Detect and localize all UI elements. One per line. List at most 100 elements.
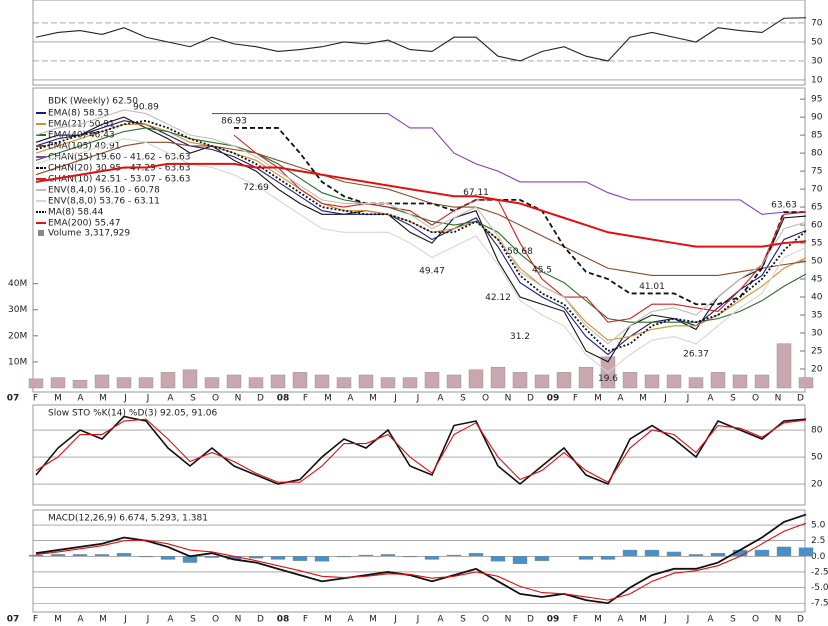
y-tick-label: 50 [811,257,823,267]
x-tick-label: S [730,615,736,625]
bar [512,372,528,389]
bar [28,554,44,557]
x-tick-label: S [730,394,736,404]
y-tick-label: 30M [8,305,27,315]
bar [248,556,264,559]
x-tick-label: A [617,394,624,404]
x-tick-label: J [146,615,150,625]
x-tick-label: A [167,615,174,625]
price-annotation: 41.01 [639,282,665,292]
price-annotation: 86.93 [221,117,247,127]
x-tick-label: 09 [547,394,560,404]
panel-title: MACD(12,26,9) 6.674, 5.293, 1.381 [48,514,208,524]
bar [28,378,44,389]
y-tick-label: 65 [811,203,822,213]
bar [732,374,748,389]
x-tick-label: M [54,394,62,404]
bar [182,369,198,389]
bar [402,556,418,558]
bar [468,369,484,389]
bar [556,372,572,389]
x-tick-label: S [190,394,196,404]
bar [336,377,352,389]
price-annotation: 49.47 [419,266,445,276]
bar [534,374,550,389]
bar [688,377,704,389]
bar [358,374,374,389]
bar [578,556,594,560]
x-tick-label: M [639,394,647,404]
bar [226,374,242,389]
panel-title: BDK (Weekly) 62.50 [48,97,138,107]
y-tick-label: 20 [811,480,823,490]
bar [270,374,286,389]
price-annotation: 90.89 [133,102,159,112]
series-line [35,522,807,601]
x-tick-label: D [797,394,804,404]
x-tick-label: N [775,615,782,625]
x-tick-label: O [212,615,219,625]
bar [380,377,396,389]
price-annotation: 45.5 [532,266,552,276]
x-tick-label: F [303,615,308,625]
y-tick-label: -2.5 [811,567,828,577]
bar [798,547,814,557]
bar [446,374,462,389]
y-tick-label: -7.5 [811,599,828,609]
x-tick-label: A [437,394,444,404]
legend-entry: ENV(8,4,0) 56.10 - 60.78 [48,186,160,196]
x-tick-label: J [686,615,690,625]
series-line [35,116,807,363]
bar [710,552,726,557]
y-tick-label: 45 [811,275,822,285]
y-tick-label: 50 [811,453,823,463]
bar [94,374,110,389]
x-tick-label: J [393,615,397,625]
macd-panel [32,509,806,613]
bar [512,556,528,565]
x-tick-label: N [505,615,512,625]
series-line [35,513,807,605]
bar [204,556,220,558]
series-line [212,112,806,215]
bar [314,556,330,562]
x-tick-label: M [54,615,62,625]
bar [622,549,638,557]
x-tick-label: A [617,615,624,625]
bar [622,372,638,389]
x-tick-label: M [594,394,602,404]
y-tick-label: 80 [811,426,823,436]
x-tick-label: D [527,615,534,625]
series-line [35,109,807,345]
price-annotation: 19.6 [598,374,618,384]
bar [314,374,330,389]
y-tick-label: 80 [811,149,823,159]
bar [50,554,66,557]
y-tick-label: 50 [811,37,823,47]
bar [688,554,704,557]
bar [182,556,198,563]
x-tick-label: 08 [277,394,290,404]
x-tick-label: M [324,615,332,625]
bar [50,377,66,389]
x-tick-label: 08 [277,615,290,625]
x-tick-label: O [752,394,759,404]
bar [600,556,616,560]
x-tick-label: F [573,394,578,404]
x-tick-label: F [33,394,38,404]
x-tick-label: 07 [7,394,20,404]
price-annotation: 72.69 [243,183,269,193]
bar [160,372,176,389]
series-line [35,162,807,248]
x-tick-label: J [123,615,127,625]
series-line [35,141,807,276]
y-tick-label: 40 [811,293,823,303]
bar [446,554,462,557]
legend-entry: CHAN(10) 42.51 - 53.07 - 63.63 [48,175,191,185]
bar [754,549,770,557]
x-tick-label: 07 [7,615,20,625]
x-tick-label: N [775,394,782,404]
y-tick-label: 70 [811,185,823,195]
series-line [35,120,807,356]
